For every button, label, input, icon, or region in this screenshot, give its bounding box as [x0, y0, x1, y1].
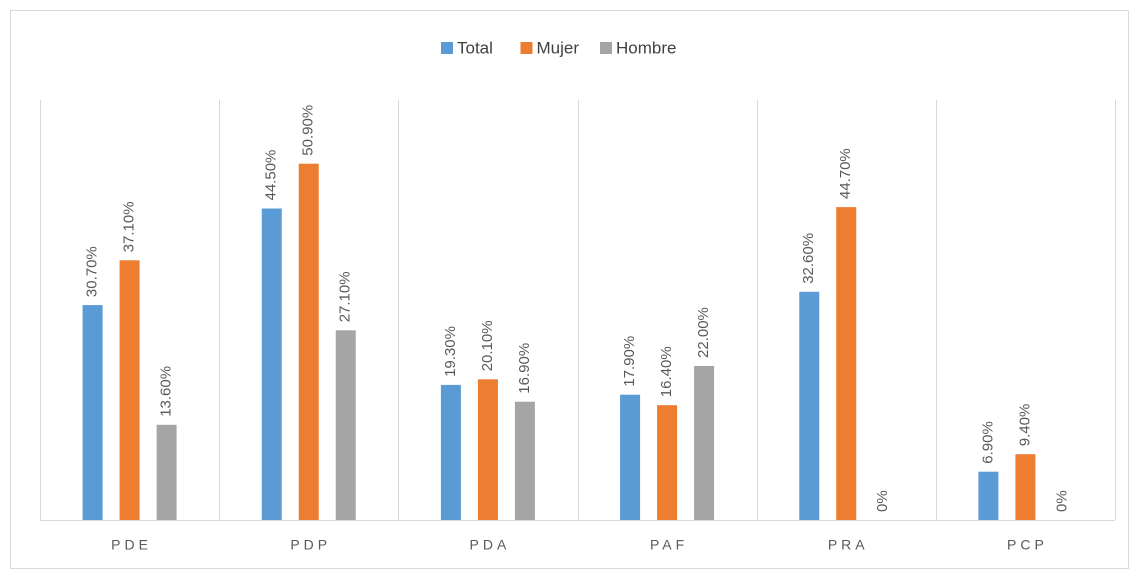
legend-swatch: [441, 42, 453, 54]
bar: [1015, 454, 1036, 520]
bar: [156, 424, 177, 520]
legend-swatch: [520, 42, 533, 54]
legend-swatch: [600, 42, 612, 54]
data-label: 22.00%: [695, 307, 712, 358]
bar: [694, 366, 715, 520]
bar: [836, 207, 857, 520]
data-label: 27.10%: [337, 271, 354, 322]
bar: [514, 401, 535, 520]
data-label: 32.60%: [800, 233, 817, 284]
bar: [298, 163, 319, 520]
data-label: 0%: [1053, 490, 1070, 512]
data-label: 50.90%: [300, 105, 317, 156]
bar: [620, 394, 641, 520]
data-label: 20.10%: [479, 320, 496, 371]
data-label: 0%: [874, 490, 891, 512]
bar: [119, 260, 140, 520]
data-label: 30.70%: [84, 246, 101, 297]
data-label: 44.70%: [837, 148, 854, 199]
bar: [799, 291, 820, 520]
data-label: 16.90%: [516, 343, 533, 394]
x-tick-label: PAF: [650, 537, 688, 553]
chart-border: [10, 10, 1129, 569]
x-tick-label: PCP: [1007, 537, 1048, 553]
legend-label: Total: [457, 38, 493, 57]
data-label: 44.50%: [263, 150, 280, 201]
x-tick-label: PDE: [111, 537, 152, 553]
bar: [440, 384, 461, 520]
bar: [657, 405, 678, 520]
legend-label: Hombre: [616, 38, 676, 57]
legend-label: Mujer: [537, 38, 580, 57]
data-label: 9.40%: [1016, 404, 1033, 447]
bar: [477, 379, 498, 520]
x-tick-label: PDA: [470, 537, 511, 553]
data-label: 17.90%: [621, 336, 638, 387]
bar: [82, 305, 103, 520]
data-label: 37.10%: [121, 201, 138, 252]
data-label: 16.40%: [658, 346, 675, 397]
bar: [335, 330, 356, 520]
data-label: 19.30%: [442, 326, 459, 377]
data-label: 6.90%: [979, 421, 996, 464]
x-tick-label: PRA: [828, 537, 869, 553]
data-label: 13.60%: [158, 366, 175, 417]
bar: [261, 208, 282, 520]
bar: [978, 471, 999, 520]
x-tick-label: PDP: [290, 537, 331, 553]
